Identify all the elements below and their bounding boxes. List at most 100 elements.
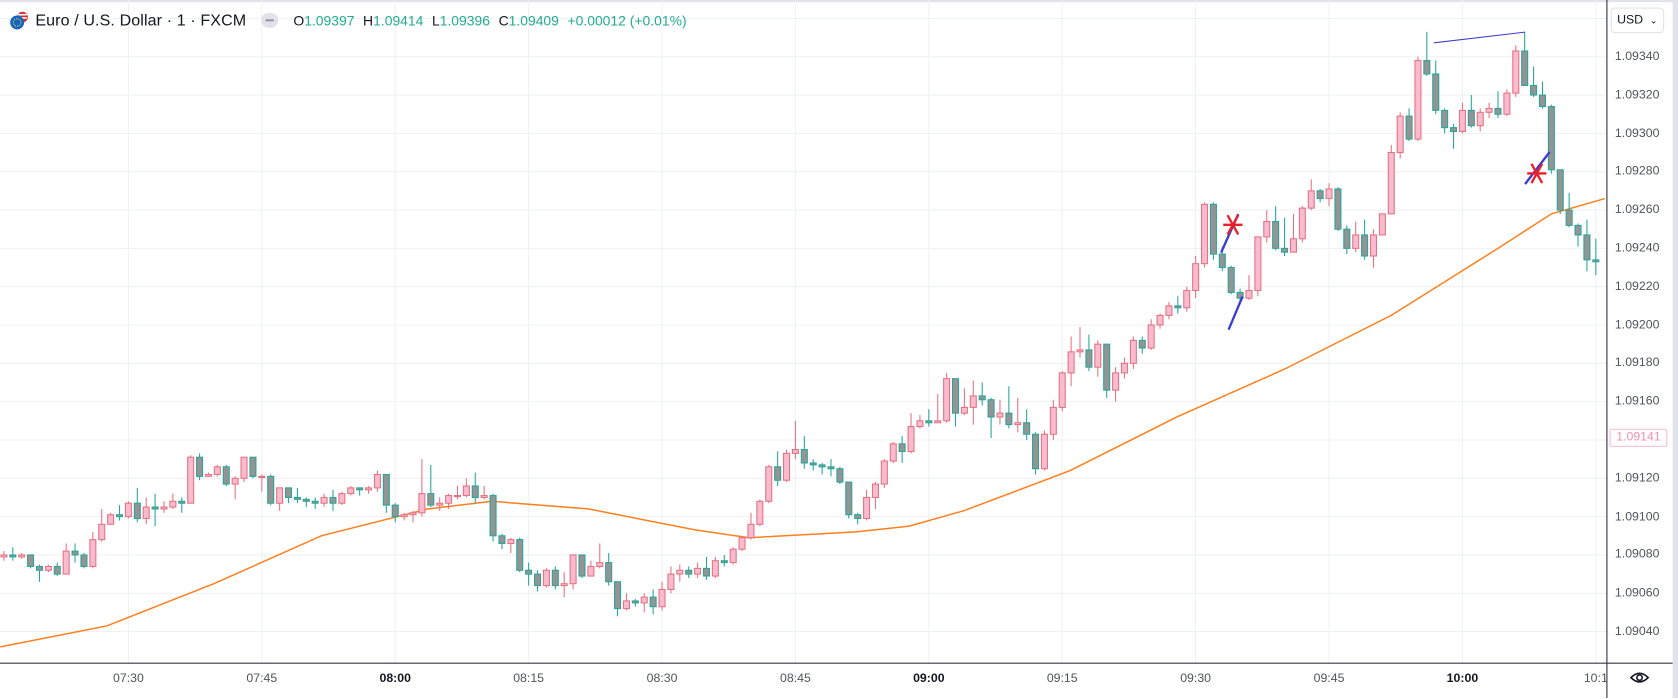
candle-body-down xyxy=(809,462,817,466)
candle xyxy=(1476,108,1484,132)
candle xyxy=(596,543,604,569)
candle xyxy=(71,543,79,563)
candle xyxy=(196,453,204,481)
red-star-marker-1 xyxy=(1223,214,1243,236)
candle-body-down xyxy=(525,569,533,575)
candle-body-down xyxy=(1218,253,1226,269)
candle-body-up xyxy=(169,500,177,508)
candle-body-down xyxy=(1441,109,1449,129)
trend-line-top xyxy=(1434,31,1526,44)
candle xyxy=(943,372,951,423)
candle-body-down xyxy=(1583,234,1591,261)
eye-icon[interactable] xyxy=(1629,668,1650,687)
trend-line-blue-3 xyxy=(1524,151,1551,185)
candle xyxy=(382,473,390,513)
candle-body-up xyxy=(1378,213,1386,236)
candle xyxy=(89,531,97,569)
candle-body-up xyxy=(1156,314,1164,326)
candle xyxy=(115,505,124,521)
candle-body-up xyxy=(400,514,408,518)
candle xyxy=(685,566,693,578)
candle xyxy=(996,399,1004,425)
candle-body-up xyxy=(409,512,417,516)
candle xyxy=(1450,123,1458,149)
candle-body-down xyxy=(35,565,44,571)
candle-body-up xyxy=(1254,236,1262,292)
candle xyxy=(169,493,177,509)
price-tick-label: 1.09280 xyxy=(1614,165,1660,179)
candle xyxy=(1254,236,1262,297)
candle xyxy=(1120,357,1129,379)
candle xyxy=(1183,286,1191,312)
candle xyxy=(863,489,871,521)
candle xyxy=(987,397,995,439)
time-tick-label: 10:1 xyxy=(1583,672,1607,686)
candle xyxy=(373,470,381,492)
symbol-title[interactable]: Euro / U.S. Dollar · 1 · FXCM xyxy=(35,11,247,30)
candle-body-down xyxy=(1467,109,1475,127)
candle-body-up xyxy=(747,523,755,539)
candle xyxy=(1245,275,1253,301)
candle xyxy=(9,547,17,561)
candle xyxy=(1094,340,1102,377)
candle-body-up xyxy=(1503,92,1511,115)
candle-body-up xyxy=(44,565,52,571)
grid xyxy=(0,0,1607,663)
time-axis[interactable]: 07:30 07:45 08:00 08:15 08:30 08:45 09:00 09:15… xyxy=(0,662,1607,699)
candle xyxy=(284,487,293,504)
candle xyxy=(471,472,479,504)
candle xyxy=(542,568,550,588)
candle xyxy=(151,493,159,527)
candle-body-up xyxy=(276,487,284,504)
candle xyxy=(889,441,897,463)
candle xyxy=(1227,265,1235,295)
candle-body-down xyxy=(1085,349,1093,368)
candle-body-down xyxy=(222,466,230,485)
candle xyxy=(907,413,915,454)
time-tick-label: 07:45 xyxy=(246,672,278,686)
candle xyxy=(1085,334,1093,371)
time-tick-label: 07:30 xyxy=(113,672,144,686)
candle-body-down xyxy=(27,554,35,567)
candle-body-down xyxy=(818,464,826,468)
candle xyxy=(1530,66,1538,97)
candle xyxy=(1209,202,1217,260)
candle-body-up xyxy=(231,477,239,485)
candle-body-down xyxy=(702,567,711,577)
candle-body-up xyxy=(1289,238,1297,253)
price-tick-label: 1.09040 xyxy=(1614,625,1660,639)
candle xyxy=(18,553,26,559)
candle xyxy=(445,493,453,509)
price-tick-label: 1.09060 xyxy=(1614,586,1660,600)
open-value: 1.09397 xyxy=(304,12,355,29)
candle xyxy=(1076,326,1084,358)
candle-body-up xyxy=(1512,50,1520,94)
candle xyxy=(1289,213,1297,253)
currency-selector[interactable]: USD ⌄ xyxy=(1610,7,1665,34)
time-tick-label: 08:45 xyxy=(780,672,811,686)
right-scrollbar[interactable] xyxy=(1672,0,1678,698)
high-value: 1.09414 xyxy=(373,12,424,29)
trend-line-blue-2 xyxy=(1227,296,1244,331)
candle xyxy=(578,554,586,578)
candle-body-up xyxy=(1263,220,1271,238)
moving-average-line xyxy=(0,197,1605,648)
candle-body-down xyxy=(53,565,61,575)
candle xyxy=(44,564,52,573)
candle xyxy=(1067,336,1075,387)
close-value: 1.09409 xyxy=(508,12,559,29)
time-tick-label: 09:45 xyxy=(1313,672,1345,686)
candle xyxy=(222,464,230,486)
candle-body-up xyxy=(1120,362,1129,374)
candle-body-down xyxy=(649,596,657,608)
candle-body-down xyxy=(1432,73,1440,111)
candle-body-down xyxy=(391,504,399,518)
collapse-toggle-button[interactable] xyxy=(261,12,279,28)
candle-body-up xyxy=(1298,207,1306,240)
chart-pane[interactable] xyxy=(0,0,1607,663)
candle-body-down xyxy=(836,468,844,483)
candle-body-up xyxy=(347,487,355,495)
candle xyxy=(1343,225,1351,255)
price-axis[interactable]: 1.09340 1.09320 1.09300 1.09280 1.09260 1.092… xyxy=(1606,0,1673,663)
candle xyxy=(213,464,221,477)
